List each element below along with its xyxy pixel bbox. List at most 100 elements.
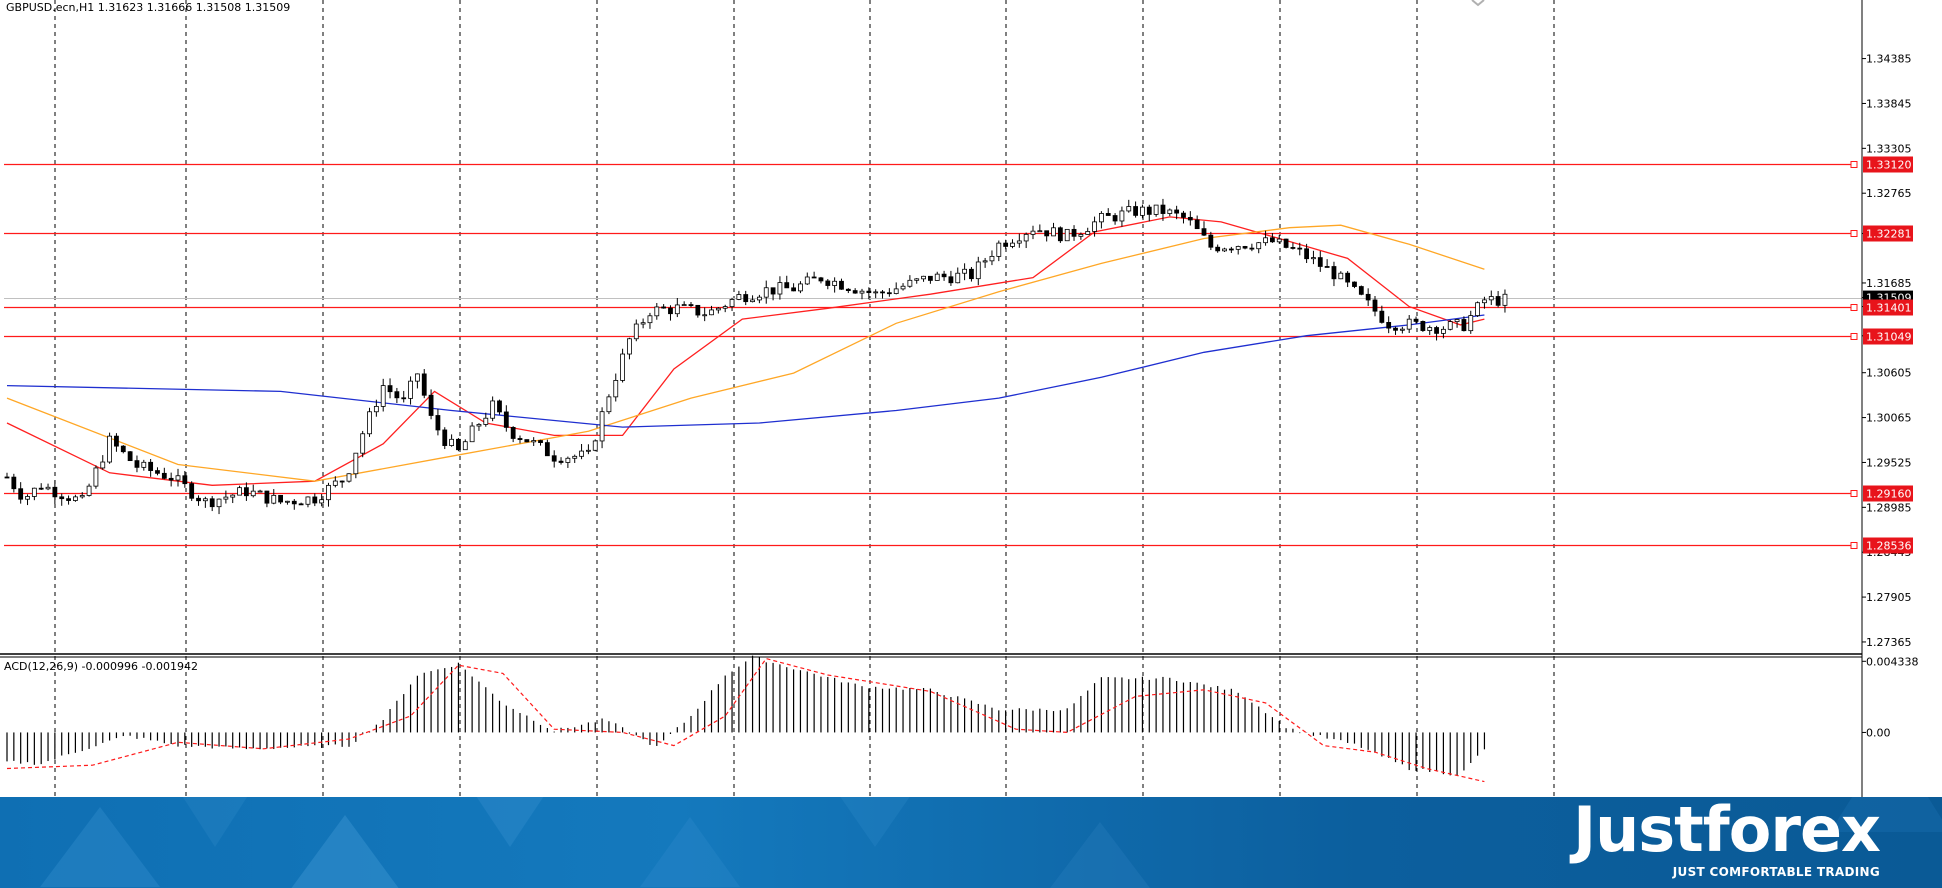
level-price-tag xyxy=(1863,537,1913,554)
level-price-label: 1.31049 xyxy=(1866,331,1912,344)
candle xyxy=(196,495,201,506)
candle xyxy=(285,500,290,505)
candle xyxy=(1324,259,1330,268)
candle xyxy=(941,270,947,281)
level-handle[interactable] xyxy=(1850,161,1858,168)
candle xyxy=(257,489,263,493)
candle xyxy=(168,472,174,487)
candle xyxy=(579,443,584,460)
price-tick-label: 1.27905 xyxy=(1866,591,1912,604)
candle xyxy=(1071,225,1077,241)
level-price-tag xyxy=(1863,299,1913,316)
candle xyxy=(1078,232,1084,240)
candle xyxy=(1194,215,1200,230)
macd-tick-label: 0.00 xyxy=(1866,726,1891,739)
candle xyxy=(45,483,51,491)
moving-averages xyxy=(6,216,1485,486)
candle xyxy=(414,373,420,389)
candle xyxy=(1153,204,1159,217)
candle xyxy=(100,455,106,470)
candle xyxy=(1187,211,1193,226)
candle xyxy=(510,426,516,443)
level-handle[interactable] xyxy=(1850,333,1858,340)
candle xyxy=(421,369,427,399)
level-handle[interactable] xyxy=(1850,230,1858,237)
macd-signal-line xyxy=(6,657,1485,783)
candle xyxy=(989,250,995,266)
candle xyxy=(647,312,653,329)
price-tick-label: 1.27365 xyxy=(1866,636,1912,649)
candle xyxy=(380,378,386,412)
candle xyxy=(107,432,112,464)
candle xyxy=(25,494,30,506)
candle xyxy=(914,278,920,284)
candle xyxy=(1454,318,1460,328)
candle xyxy=(1331,261,1337,287)
candle xyxy=(538,439,543,446)
level-price-label: 1.32281 xyxy=(1866,228,1912,241)
candle xyxy=(1358,285,1364,296)
moving-average-line xyxy=(6,216,1485,486)
candle xyxy=(681,301,687,306)
candle xyxy=(305,496,311,508)
candle xyxy=(524,439,530,443)
candle xyxy=(1160,198,1166,221)
candle xyxy=(373,399,379,417)
candle xyxy=(798,281,803,294)
candle xyxy=(1290,242,1296,250)
candle xyxy=(189,481,195,501)
price-tick-label: 1.28985 xyxy=(1866,501,1912,514)
candle xyxy=(1228,246,1234,254)
candle xyxy=(52,480,58,505)
candle xyxy=(750,295,755,303)
level-price-label: 1.28536 xyxy=(1866,540,1912,553)
candle xyxy=(1037,224,1043,233)
candle xyxy=(873,289,879,299)
candle xyxy=(1003,239,1009,250)
candle xyxy=(1215,244,1221,253)
candle xyxy=(1016,233,1022,248)
level-handle[interactable] xyxy=(1850,490,1858,497)
candle xyxy=(278,494,284,505)
candle xyxy=(230,494,236,504)
candle xyxy=(839,278,844,290)
candle xyxy=(182,470,188,488)
candle xyxy=(1140,204,1145,219)
candle xyxy=(1420,320,1426,332)
level-handle[interactable] xyxy=(1850,542,1858,549)
vertical-grid xyxy=(54,0,1555,797)
candle xyxy=(155,467,160,476)
candle xyxy=(1468,310,1474,334)
candle xyxy=(86,483,92,497)
candle xyxy=(93,465,99,489)
candle xyxy=(442,427,448,450)
candle xyxy=(1064,228,1070,242)
candle xyxy=(1146,204,1152,222)
candle xyxy=(654,302,660,320)
candle xyxy=(332,476,338,488)
candle xyxy=(1441,326,1446,339)
candle xyxy=(825,279,831,290)
candle xyxy=(1352,281,1357,289)
level-handle[interactable] xyxy=(1850,304,1858,311)
scroll-marker-icon xyxy=(1471,0,1485,7)
candle xyxy=(996,240,1002,262)
price-chart[interactable]: 1.34385 1.33845 1.33305 1.32765 1.32281 1.316… xyxy=(0,0,1942,797)
candle xyxy=(250,484,256,498)
candle xyxy=(811,271,817,279)
signal-line xyxy=(6,657,1485,783)
macd-axis: 0.004338 0.00 xyxy=(1862,655,1919,739)
candle xyxy=(1283,238,1289,249)
candle xyxy=(319,494,325,507)
candle xyxy=(483,412,489,427)
candle xyxy=(928,275,933,284)
candle xyxy=(1338,271,1344,280)
moving-average-line xyxy=(6,314,1485,428)
candle xyxy=(1447,319,1453,331)
candle xyxy=(962,263,967,281)
candle xyxy=(456,438,461,452)
candle xyxy=(1085,227,1091,235)
candle xyxy=(784,275,790,289)
horizontal-levels xyxy=(4,161,1862,549)
